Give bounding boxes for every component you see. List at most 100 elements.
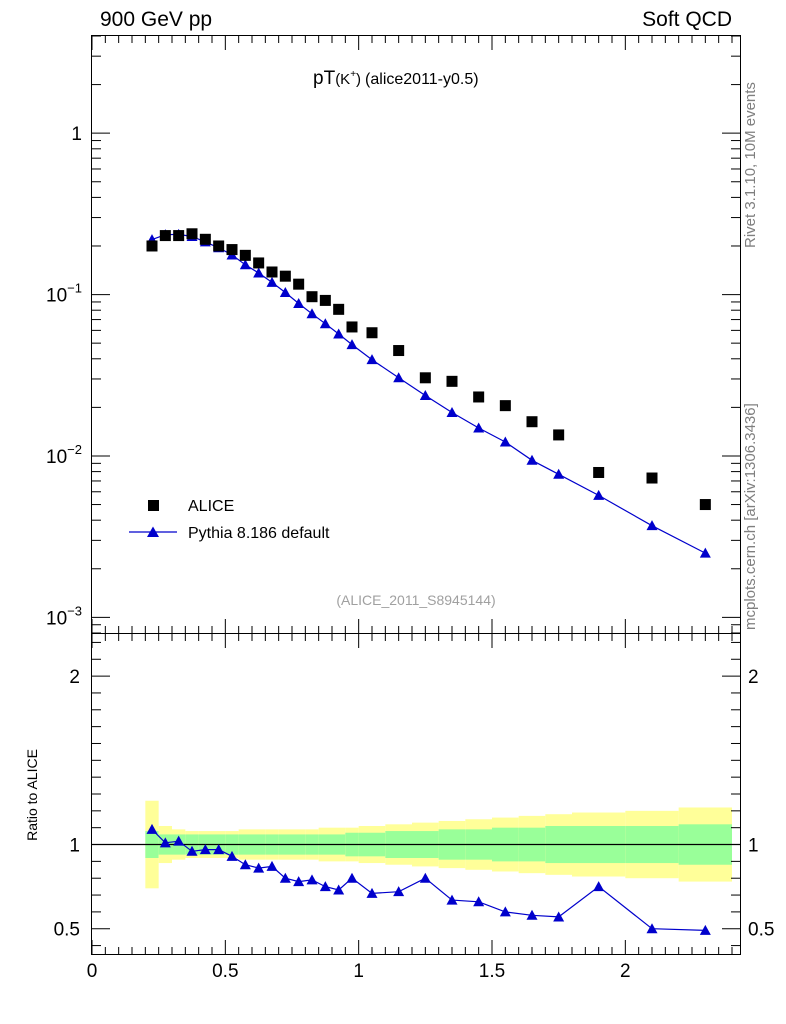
- upper-ytick-label: 10−3: [46, 603, 82, 629]
- upper-series-group: [146, 228, 711, 558]
- alice-point: [499, 400, 511, 412]
- pythia-point: [499, 436, 511, 447]
- pythia-point: [319, 318, 331, 329]
- pythia-point: [553, 468, 565, 479]
- ratio-point: [306, 874, 318, 885]
- ratio-point: [319, 881, 331, 892]
- alice-point: [699, 499, 711, 511]
- pythia-point: [253, 267, 265, 278]
- alice-point: [553, 429, 565, 441]
- ratio-point: [293, 876, 305, 887]
- ratio-point: [499, 906, 511, 917]
- ratio-point: [473, 896, 485, 907]
- ratio-point: [646, 923, 658, 934]
- pythia-point: [346, 339, 358, 350]
- header-left-label: 900 GeV pp: [100, 8, 213, 31]
- alice-point: [199, 233, 211, 245]
- ratio-point: [199, 844, 211, 855]
- lower-series-group: [146, 823, 711, 935]
- legend-alice-label: ALICE: [188, 498, 234, 515]
- alice-point: [146, 240, 158, 252]
- lower-xtick-label: 0.5: [212, 961, 238, 982]
- alice-point: [419, 372, 431, 384]
- ratio-point: [159, 837, 171, 848]
- alice-point: [646, 472, 658, 484]
- upper-ytick-label: 1: [71, 124, 82, 145]
- alice-point: [526, 416, 538, 428]
- ratio-point: [226, 850, 238, 861]
- pythia-point: [699, 547, 711, 558]
- lower-xtick-label: 1: [353, 961, 364, 982]
- alice-point: [279, 270, 291, 282]
- alice-point: [393, 345, 405, 357]
- pythia-line: [151, 233, 706, 554]
- alice-point: [186, 228, 198, 240]
- pythia-point: [239, 259, 251, 270]
- ratio-point: [173, 835, 185, 846]
- ratio-point: [279, 872, 291, 883]
- alice-point: [366, 327, 378, 339]
- ratio-point: [593, 881, 605, 892]
- lower-panel: 0.5 0.5 1 1 2 2 0 0.5 1 1.5 2 Ratio to ALICE: [24, 633, 775, 982]
- legend: ALICE Pythia 8.186 default: [129, 498, 330, 542]
- alice-point: [239, 249, 251, 261]
- lower-ytick-label-right: 0.5: [748, 920, 774, 941]
- ratio-point: [253, 862, 265, 873]
- pythia-point: [473, 422, 485, 433]
- ratio-point: [239, 859, 251, 870]
- alice-point: [293, 278, 305, 290]
- upper-ytick-label: 10−2: [46, 442, 82, 468]
- alice-point: [333, 303, 345, 315]
- pythia-point: [333, 328, 345, 339]
- alice-point: [319, 294, 331, 306]
- ratio-point: [146, 823, 158, 834]
- alice-point: [473, 391, 485, 403]
- ratio-point: [393, 886, 405, 897]
- lower-ytick-label-left: 0.5: [54, 920, 80, 941]
- ratio-point: [213, 844, 225, 855]
- lower-frame: [91, 633, 741, 955]
- ratio-point: [699, 924, 711, 935]
- upper-watermark: (ALICE_2011_S8945144): [336, 592, 495, 608]
- alice-point: [226, 244, 238, 256]
- pythia-point: [366, 354, 378, 365]
- ratio-point: [346, 872, 358, 883]
- alice-point: [446, 375, 458, 387]
- upper-title: pT(K+) (alice2011-y0.5): [313, 68, 479, 89]
- upper-ytick-label: 10−1: [46, 281, 82, 307]
- alice-point: [593, 466, 605, 478]
- ratio-point: [419, 872, 431, 883]
- header-right-label: Soft QCD: [642, 8, 732, 31]
- pythia-point: [646, 520, 658, 531]
- ratio-point: [553, 911, 565, 922]
- pythia-point: [419, 389, 431, 400]
- alice-point: [266, 266, 278, 278]
- pythia-point: [293, 298, 305, 309]
- pythia-point: [446, 406, 458, 417]
- lower-ytick-label-right: 2: [748, 667, 759, 688]
- ratio-point: [186, 845, 198, 856]
- alice-point: [173, 230, 185, 242]
- legend-pythia-label: Pythia 8.186 default: [188, 525, 330, 542]
- pythia-point: [279, 286, 291, 297]
- alice-point: [346, 321, 358, 333]
- lower-ytick-label-left: 2: [69, 667, 80, 688]
- ratio-point: [333, 884, 345, 895]
- legend-pythia-marker: [147, 526, 159, 537]
- alice-point: [306, 291, 318, 303]
- upper-frame: [91, 35, 741, 634]
- pythia-point: [526, 454, 538, 465]
- lower-tick-labels: 0.5 0.5 1 1 2 2 0 0.5 1 1.5 2: [54, 667, 775, 982]
- lower-xtick-label: 2: [620, 961, 631, 982]
- alice-point: [253, 257, 265, 269]
- upper-axis-ticks: [91, 35, 740, 634]
- alice-point: [159, 230, 171, 242]
- ratio-point: [526, 909, 538, 920]
- ratio-point: [366, 887, 378, 898]
- pythia-point: [306, 308, 318, 319]
- pythia-point: [593, 489, 605, 500]
- ratio-point: [446, 894, 458, 905]
- lower-axis-ticks: [91, 634, 740, 954]
- upper-panel: pT(K+) (alice2011-y0.5) (ALICE_2011_S8945…: [46, 35, 741, 634]
